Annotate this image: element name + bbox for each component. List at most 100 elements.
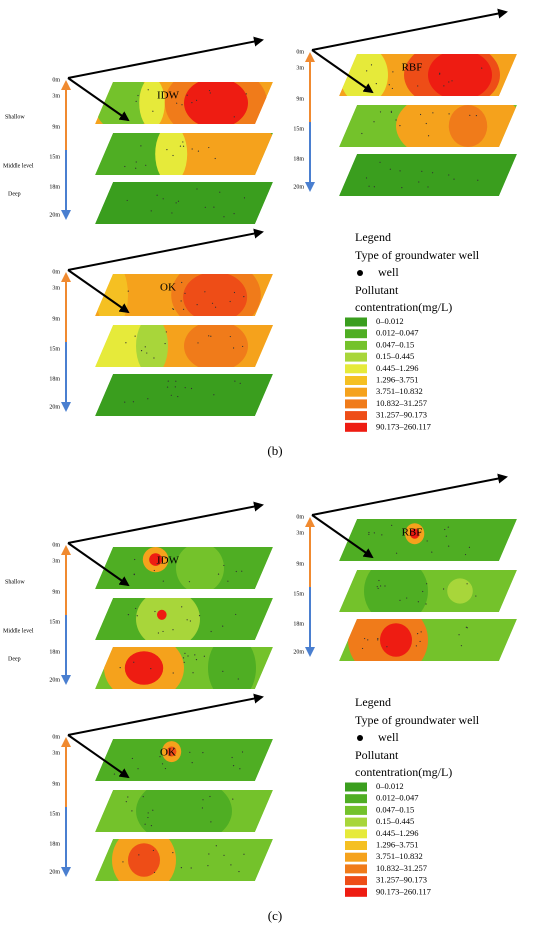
- well-dot: [136, 615, 138, 617]
- well-dot: [215, 845, 217, 847]
- depth-label: 18m: [49, 649, 60, 655]
- layer: [339, 54, 517, 96]
- well-dot: [395, 552, 398, 554]
- well-dot: [176, 102, 178, 104]
- well-dot: [203, 655, 205, 657]
- well-dot: [186, 94, 188, 96]
- concentration-zone: [428, 54, 492, 96]
- well-dot: [161, 763, 164, 765]
- well-dot: [229, 300, 231, 303]
- depth-label: 15m: [49, 154, 60, 160]
- well-dot: [181, 104, 183, 106]
- well-dot: [131, 757, 133, 760]
- panel-label: (b): [267, 443, 282, 458]
- well-dot: [164, 562, 166, 564]
- layer-base: [339, 519, 517, 561]
- well-dot: [188, 581, 191, 583]
- well-dot: [389, 168, 391, 170]
- well-dot: [152, 849, 155, 852]
- well-dot: [235, 570, 237, 573]
- legend-swatch: [345, 887, 367, 897]
- well-dot: [431, 172, 434, 174]
- legend-class: 90.173–260.117: [376, 886, 431, 896]
- well-dot: [222, 670, 224, 672]
- well-dot: [124, 401, 126, 403]
- well-dot: [232, 765, 235, 767]
- well-dot: [207, 865, 209, 867]
- well-dot: [175, 202, 177, 204]
- legend-class: 0.047–0.15: [376, 339, 414, 349]
- well-dot: [157, 632, 159, 634]
- well-dot: [135, 161, 137, 163]
- well-dot: [140, 145, 142, 147]
- well-dot: [391, 87, 393, 90]
- well-dot: [233, 212, 235, 215]
- map-idw: 0m 3m 9m 15m 18m 20m Shallow Middle level Deep ID…: [3, 36, 273, 224]
- legend-title: Legend: [355, 230, 391, 244]
- legend-class: 31.257–90.173: [376, 875, 427, 885]
- method-label: IDW: [157, 555, 180, 567]
- well-dot: [245, 93, 247, 95]
- well-dot: [227, 580, 229, 582]
- well-dot: [417, 633, 419, 635]
- well-dot: [147, 398, 149, 400]
- well-dot: [156, 563, 158, 565]
- legend-well: well: [378, 265, 399, 279]
- well-dot: [417, 85, 419, 87]
- well-dot: [189, 751, 191, 753]
- depth-label: 0m: [296, 49, 304, 55]
- legend-class: 0.445–1.296: [376, 363, 419, 373]
- well-dot: [443, 85, 445, 87]
- well-dot: [448, 174, 450, 176]
- well-dot: [399, 125, 401, 127]
- legend-class: 10.832–31.257: [376, 863, 427, 873]
- well-dot: [156, 194, 158, 196]
- well-dot: [173, 747, 175, 749]
- depth-label: 0m: [52, 269, 60, 275]
- map-idw: 0m 3m 9m 15m 18m 20m Shallow Middle level Deep ID…: [3, 501, 273, 689]
- well-dot: [210, 630, 212, 633]
- well-dot: [458, 634, 460, 636]
- legend-class: 0.15–0.445: [376, 351, 414, 361]
- well-dot: [438, 73, 441, 75]
- legend: Legend Type of groundwater well well Pollut…: [345, 695, 480, 897]
- zone-label: Deep: [8, 191, 21, 197]
- depth-label: 15m: [293, 126, 304, 132]
- well-dot: [469, 114, 471, 116]
- well-dot: [135, 100, 137, 102]
- legend-swatch: [345, 340, 367, 350]
- legend-class: 31.257–90.173: [376, 410, 427, 420]
- well-dot: [361, 132, 363, 135]
- legend-swatch: [345, 864, 367, 874]
- well-dot: [172, 852, 174, 854]
- well-dot: [390, 110, 392, 112]
- well-dot: [174, 386, 176, 388]
- well-dot: [182, 308, 185, 311]
- well-dot: [134, 335, 136, 337]
- well-dot: [152, 110, 154, 112]
- layer: [339, 570, 517, 612]
- well-dot: [182, 141, 184, 143]
- legend-conc-unit: contentration(mg/L): [355, 765, 452, 779]
- well-dot: [234, 380, 236, 382]
- well-dot: [392, 71, 394, 73]
- well-dot: [150, 210, 152, 212]
- legend-swatch: [345, 817, 367, 827]
- well-dot: [399, 170, 401, 172]
- well-dot: [243, 197, 246, 199]
- well-dot: [153, 357, 155, 359]
- layer: [95, 325, 273, 367]
- well-dot: [379, 161, 381, 163]
- well-dot: [138, 854, 140, 856]
- layer: [95, 133, 273, 175]
- well-dot: [127, 796, 129, 798]
- well-dot: [124, 113, 126, 115]
- legend-well-type: Type of groundwater well: [355, 248, 480, 262]
- well-dot: [162, 630, 164, 633]
- layer: [339, 619, 517, 661]
- well-dot: [388, 84, 390, 86]
- well-dot: [223, 216, 225, 218]
- legend-swatch: [345, 411, 367, 421]
- axis-arrow: [67, 269, 130, 314]
- well-dot: [223, 854, 225, 856]
